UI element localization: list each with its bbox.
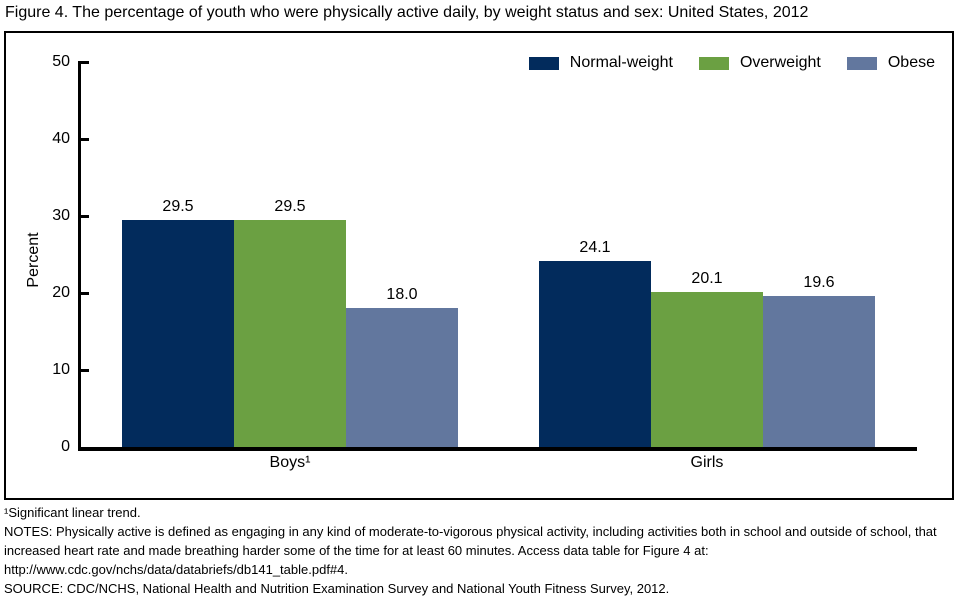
bar <box>539 261 651 447</box>
y-tick-label: 0 <box>61 438 70 455</box>
y-tick-mark <box>78 61 89 64</box>
chart-legend: Normal-weight Overweight Obese <box>528 54 935 72</box>
bar <box>234 220 346 447</box>
legend-item-normal-weight: Normal-weight <box>528 54 673 72</box>
legend-item-overweight: Overweight <box>698 54 821 72</box>
y-tick-mark <box>78 215 89 218</box>
legend-label-obese: Obese <box>887 54 935 71</box>
legend-item-obese: Obese <box>846 54 935 72</box>
bar <box>651 292 763 447</box>
y-tick-label: 30 <box>52 207 70 224</box>
chart-frame: Normal-weight Overweight Obese Percent B… <box>4 31 954 500</box>
footnotes: ¹Significant linear trend. NOTES: Physic… <box>4 503 956 597</box>
legend-label-normal-weight: Normal-weight <box>569 54 673 71</box>
legend-swatch-overweight <box>698 56 729 70</box>
bar <box>122 220 234 447</box>
y-tick-label: 40 <box>52 130 70 147</box>
bar <box>763 296 875 447</box>
bar-value-label: 24.1 <box>579 239 611 256</box>
bar-value-label: 19.6 <box>803 274 835 291</box>
y-tick-label: 10 <box>52 361 70 378</box>
footnote-notes-line2: increased heart rate and made breathing … <box>4 543 709 558</box>
footnote-url: http://www.cdc.gov/nchs/data/databriefs/… <box>4 562 349 577</box>
bar <box>346 308 458 447</box>
figure-title: Figure 4. The percentage of youth who we… <box>5 4 809 21</box>
bar-value-label: 20.1 <box>691 270 723 287</box>
footnote-significance: ¹Significant linear trend. <box>4 505 141 520</box>
legend-label-overweight: Overweight <box>739 54 821 71</box>
bar-value-label: 29.5 <box>162 198 194 215</box>
x-axis-line <box>78 447 917 451</box>
y-tick-mark <box>78 292 89 295</box>
y-tick-mark <box>78 138 89 141</box>
bar-value-label: 29.5 <box>274 198 306 215</box>
category-label-girls: Girls <box>690 454 724 471</box>
footnote-source: SOURCE: CDC/NCHS, National Health and Nu… <box>4 581 670 596</box>
legend-swatch-normal-weight <box>528 56 559 70</box>
category-label-boys: Boys¹ <box>269 454 311 471</box>
legend-swatch-obese <box>846 56 877 70</box>
y-tick-label: 50 <box>52 53 70 70</box>
bar-value-label: 18.0 <box>386 286 418 303</box>
footnote-notes-line1: NOTES: Physically active is defined as e… <box>4 524 937 539</box>
y-tick-mark <box>78 369 89 372</box>
y-axis-line <box>78 62 81 451</box>
y-tick-label: 20 <box>52 284 70 301</box>
